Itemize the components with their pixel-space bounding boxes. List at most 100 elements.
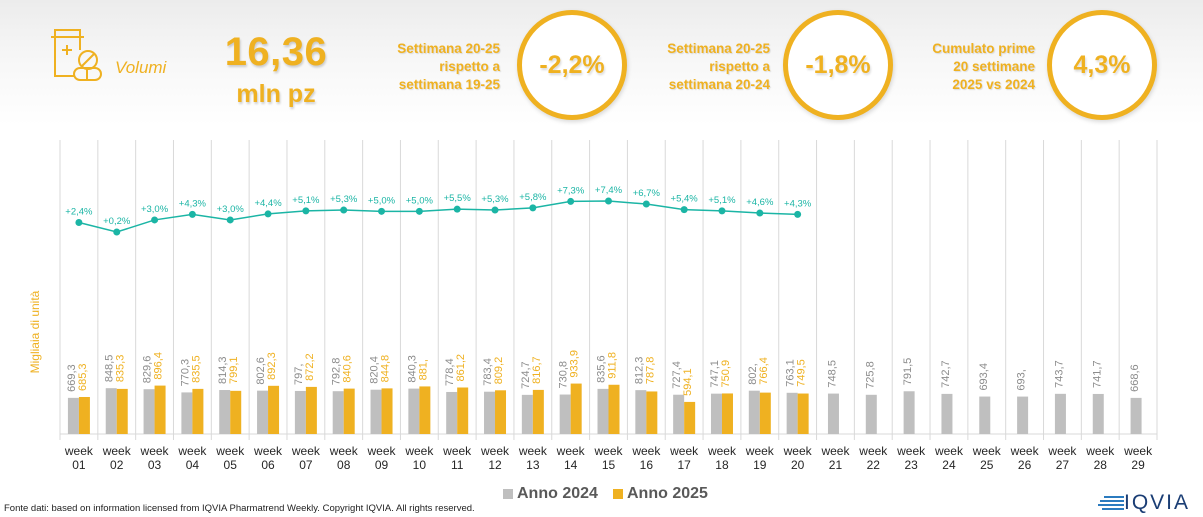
iqvia-stripes-icon	[1098, 496, 1124, 510]
chart-bar-labels: 669,3 685,3 848,5 835,3 829,6 896,4 770,3 835,5…	[66, 350, 1141, 396]
bar-2024	[143, 389, 155, 434]
growth-line-point	[642, 200, 650, 208]
bar-2024	[521, 394, 533, 434]
x-tick-label: week	[291, 444, 321, 458]
kpi-2-value: -1,8%	[805, 50, 871, 79]
bar-label-2025: 933,9	[569, 350, 581, 378]
x-tick-number: 27	[1056, 458, 1070, 472]
kpi-label: Volumi	[115, 58, 167, 77]
bar-2025	[343, 388, 355, 434]
x-tick-number: 24	[942, 458, 956, 472]
total-volume-value: 16,36	[224, 30, 328, 74]
x-tick-label: week	[64, 444, 94, 458]
bar-2024	[979, 396, 991, 434]
x-tick-number: 15	[602, 458, 616, 472]
growth-line-point	[302, 207, 310, 215]
growth-line-point	[491, 206, 499, 214]
bar-label-2025: 685,3	[77, 363, 89, 391]
bar-label-2024: 791,5	[902, 358, 914, 386]
kpi-2-desc-line: settimana 20-24	[668, 77, 770, 92]
bar-2025	[78, 396, 90, 434]
bar-2024	[865, 394, 877, 434]
x-tick-number: 10	[413, 458, 427, 472]
kpi-3-desc-line: Cumulato prime	[932, 41, 1035, 56]
kpi-2-desc-line: rispetto a	[709, 59, 770, 74]
bar-label-2024: 747,1	[709, 360, 721, 388]
chart-x-ticks: week01week02week03week04week05week06week…	[64, 444, 1153, 472]
x-tick-number: 07	[299, 458, 313, 472]
bar-2024	[1054, 393, 1066, 434]
growth-line-label: +7,4%	[595, 185, 623, 196]
bar-label-2024: 742,7	[940, 360, 952, 388]
x-tick-number: 16	[640, 458, 654, 472]
x-tick-label: week	[1010, 444, 1040, 458]
x-tick-number: 12	[488, 458, 502, 472]
x-tick-label: week	[442, 444, 472, 458]
x-tick-number: 23	[904, 458, 918, 472]
x-tick-label: week	[140, 444, 170, 458]
bar-label-2024: 725,8	[864, 361, 876, 389]
x-tick-label: week	[253, 444, 283, 458]
bar-label-2024: 668,6	[1129, 364, 1141, 392]
x-tick-label: week	[1123, 444, 1153, 458]
kpi-1-desc-line: rispetto a	[439, 59, 500, 74]
growth-line-point	[794, 210, 802, 218]
bar-2024	[446, 391, 458, 434]
growth-line-point	[75, 219, 83, 227]
legend-swatch-2025	[613, 489, 623, 499]
bar-label-2024: 770,3	[179, 359, 191, 387]
growth-line-label: +5,4%	[671, 194, 699, 205]
bar-label-2024: 727,4	[671, 361, 683, 389]
bar-label-2025: 896,4	[153, 352, 165, 380]
bar-2025	[381, 388, 393, 434]
bar-2024	[710, 393, 722, 434]
x-tick-number: 03	[148, 458, 162, 472]
bar-2024	[219, 390, 231, 434]
x-tick-number: 20	[791, 458, 805, 472]
bar-2024	[635, 390, 647, 434]
x-tick-label: week	[593, 444, 623, 458]
bar-label-2024: 693,4	[978, 363, 990, 391]
x-tick-number: 05	[224, 458, 238, 472]
x-tick-label: week	[631, 444, 661, 458]
growth-line-label: +6,7%	[633, 188, 661, 199]
bar-2024	[786, 392, 798, 434]
chart-growth-line: +2,4% +0,2% +3,0% +4,3% +3,0% +4,4% +5,1% +5,3%…	[65, 185, 812, 236]
x-tick-number: 01	[72, 458, 86, 472]
bar-2024	[941, 393, 953, 434]
growth-line-point	[415, 207, 423, 215]
bar-label-2024: 763,1	[785, 359, 797, 387]
legend-item-2024: Anno 2024	[503, 485, 598, 503]
growth-line-label: +4,3%	[179, 198, 207, 209]
growth-line-label: +5,8%	[519, 192, 547, 203]
iqvia-logo-text: IQVIA	[1124, 491, 1191, 514]
growth-line-label: +5,5%	[444, 193, 472, 204]
growth-line-point	[264, 210, 272, 218]
bar-2024	[408, 388, 420, 434]
growth-line-point	[226, 216, 234, 224]
bar-label-2025: 787,8	[644, 357, 656, 385]
bar-label-2024: 743,7	[1053, 360, 1065, 388]
x-tick-label: week	[367, 444, 397, 458]
kpi-3-description: Cumulato prime 20 settimane 2025 vs 2024	[915, 40, 1035, 94]
bar-2024	[673, 394, 685, 434]
bar-label-2024: 792,8	[331, 358, 343, 386]
kpi-1-value: -2,2%	[539, 50, 605, 79]
iqvia-logo: IQVIA	[1098, 491, 1190, 515]
growth-line-label: +2,4%	[65, 207, 93, 218]
x-tick-label: week	[707, 444, 737, 458]
kpi-3-circle: 4,3%	[1047, 10, 1157, 120]
bar-label-2024: 741,7	[1091, 360, 1103, 388]
bar-2024	[903, 391, 915, 434]
bar-label-2024: 848,5	[104, 355, 116, 383]
x-tick-label: week	[783, 444, 813, 458]
bar-2024	[257, 390, 269, 434]
bar-label-2025: 835,5	[190, 355, 202, 383]
x-tick-number: 14	[564, 458, 578, 472]
bar-label-2024: 820,4	[369, 356, 381, 384]
bar-label-2024: 669,3	[66, 364, 78, 392]
x-tick-label: week	[556, 444, 586, 458]
x-tick-number: 25	[980, 458, 994, 472]
growth-line-label: +5,3%	[330, 194, 358, 205]
legend-label-2024: Anno 2024	[517, 485, 598, 502]
